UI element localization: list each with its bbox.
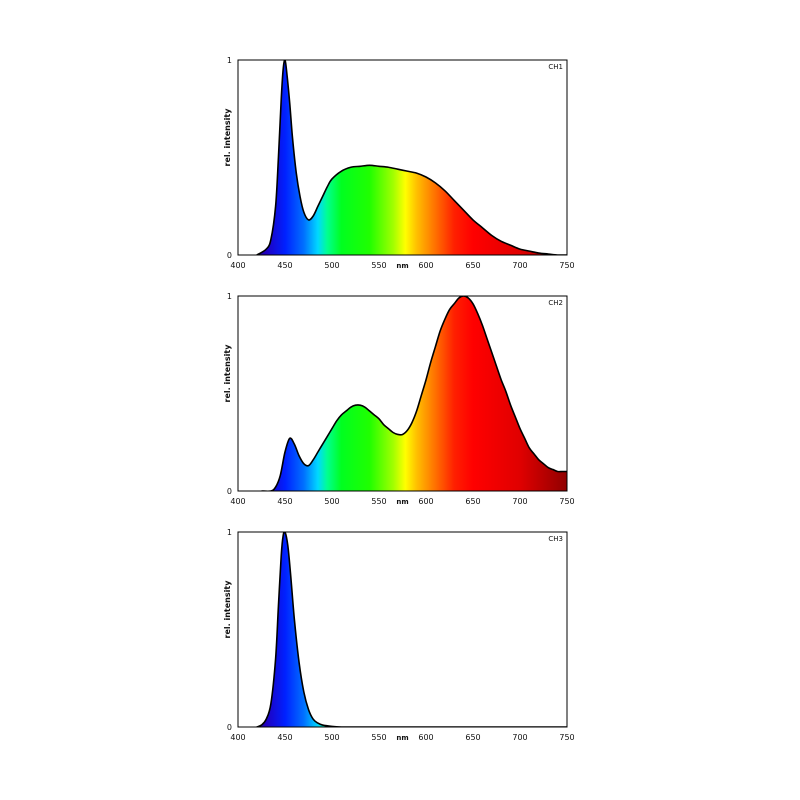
y-tick-label: 1	[227, 292, 232, 301]
y-tick-label: 1	[227, 528, 232, 537]
x-axis-label: nm	[396, 734, 408, 742]
channel-label: CH3	[548, 535, 563, 543]
x-tick-label: 400	[230, 497, 245, 506]
x-tick-label: 550	[371, 261, 386, 270]
y-tick-label: 0	[227, 487, 232, 496]
x-tick-label: 550	[371, 733, 386, 742]
x-tick-label: 450	[277, 733, 292, 742]
plot-frame	[237, 531, 568, 728]
spectrum-chart-ch1: 400 450 500 550 600 650 700 750 nm 0 1 rel. intensi…	[0, 40, 800, 280]
x-tick-label: 400	[230, 261, 245, 270]
spectrum-chart-ch2: 400 450 500 550 600 650 700 750 nm 0 1 rel. intensi…	[0, 276, 800, 516]
chart-svg-ch3: 400 450 500 550 600 650 700 750 nm 0 1 rel. intensi…	[223, 528, 575, 742]
x-tick-label: 500	[324, 733, 339, 742]
x-tick-label: 600	[418, 733, 433, 742]
spectrum-area	[256, 60, 567, 255]
x-tick-label: 700	[512, 733, 527, 742]
x-tick-label: 400	[230, 733, 245, 742]
spectrum-line	[256, 532, 567, 727]
spectrum-series	[256, 60, 567, 255]
y-tick-label: 0	[227, 251, 232, 260]
y-axis-label: rel. intensity	[223, 108, 232, 167]
x-tick-label: 550	[371, 497, 386, 506]
x-tick-label: 500	[324, 497, 339, 506]
spectrum-line	[256, 60, 567, 255]
x-tick-label: 750	[559, 261, 574, 270]
x-tick-label: 650	[465, 497, 480, 506]
plot-frame	[237, 295, 568, 492]
chart-svg-ch1: 400 450 500 550 600 650 700 750 nm 0 1 rel. intensi…	[223, 56, 575, 270]
spectrum-series	[261, 296, 567, 491]
channel-label: CH2	[548, 299, 563, 307]
x-axis-label: nm	[396, 498, 408, 506]
spectrum-line	[261, 296, 567, 491]
x-tick-label: 500	[324, 261, 339, 270]
channel-label: CH1	[548, 63, 563, 71]
y-tick-label: 1	[227, 56, 232, 65]
y-axis-label: rel. intensity	[223, 344, 232, 403]
spectrum-area	[256, 532, 567, 727]
x-tick-label: 600	[418, 497, 433, 506]
spectrum-chart-ch3: 400 450 500 550 600 650 700 750 nm 0 1 rel. intensi…	[0, 512, 800, 752]
x-tick-label: 450	[277, 497, 292, 506]
y-tick-label: 0	[227, 723, 232, 732]
x-axis-label: nm	[396, 262, 408, 270]
plot-frame	[237, 59, 568, 256]
x-tick-label: 750	[559, 497, 574, 506]
x-tick-label: 650	[465, 733, 480, 742]
chart-svg-ch2: 400 450 500 550 600 650 700 750 nm 0 1 rel. intensi…	[223, 292, 575, 506]
y-axis-label: rel. intensity	[223, 580, 232, 639]
x-tick-label: 600	[418, 261, 433, 270]
x-tick-label: 750	[559, 733, 574, 742]
x-tick-label: 650	[465, 261, 480, 270]
spectrum-area	[261, 296, 567, 491]
x-tick-label: 700	[512, 497, 527, 506]
x-tick-label: 450	[277, 261, 292, 270]
spectrum-series	[256, 532, 567, 727]
x-tick-label: 700	[512, 261, 527, 270]
